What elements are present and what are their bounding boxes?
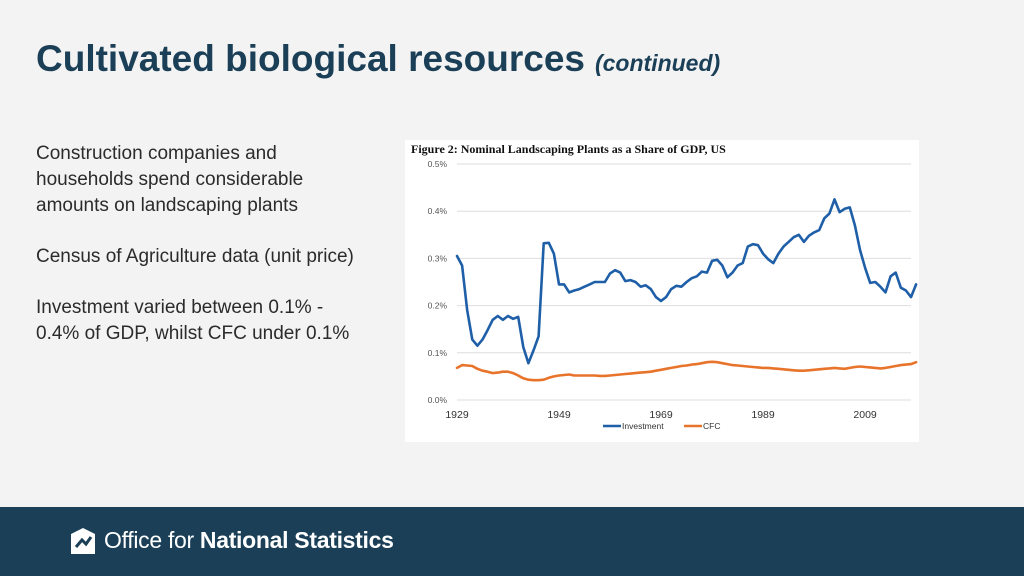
y-tick-label: 0.3% [428,253,448,263]
bullet-list: Construction companies and households sp… [36,141,366,372]
slide-title-main: Cultivated biological resources [36,38,585,79]
slide-title: Cultivated biological resources (continue… [36,38,720,80]
ons-logo-icon [71,528,95,554]
series-line-investment [455,198,918,365]
y-tick-label: 0.5% [428,159,448,169]
slide-subtitle: (continued) [594,50,721,76]
x-tick-label: 2009 [853,409,877,421]
y-tick-label: 0.2% [428,301,448,311]
chart-title: Figure 2: Nominal Landscaping Plants as … [411,142,726,156]
logo-text-strong: National Statistics [199,527,394,553]
bullet-item: Census of Agriculture data (unit price) [36,246,354,267]
series-line-cfc [455,360,918,382]
figure-panel: Figure 2: Nominal Landscaping Plants as … [405,140,919,442]
line-chart: 0.0% 0.1% 0.2% 0.3% 0.4% 0.5% 1929 1949 1969 1989… [428,159,918,431]
legend-label-cfc: CFC [703,421,720,431]
bullet-item: Construction companies and households sp… [36,143,304,216]
x-tick-label: 1949 [547,409,571,421]
x-tick-label: 1969 [649,409,673,421]
footer-bar: Office for National Statistics [0,507,1024,576]
x-tick-label: 1989 [751,409,775,421]
legend-label-investment: Investment [622,421,664,431]
y-tick-label: 0.0% [428,395,448,405]
logo-text-light: Office for [104,527,194,553]
y-tick-label: 0.4% [428,206,448,216]
y-tick-label: 0.1% [428,348,448,358]
x-tick-label: 1929 [445,409,469,421]
ons-logo-text: Office for National Statistics [104,527,394,554]
bullet-item: Investment varied between 0.1% - 0.4% of… [36,297,350,344]
